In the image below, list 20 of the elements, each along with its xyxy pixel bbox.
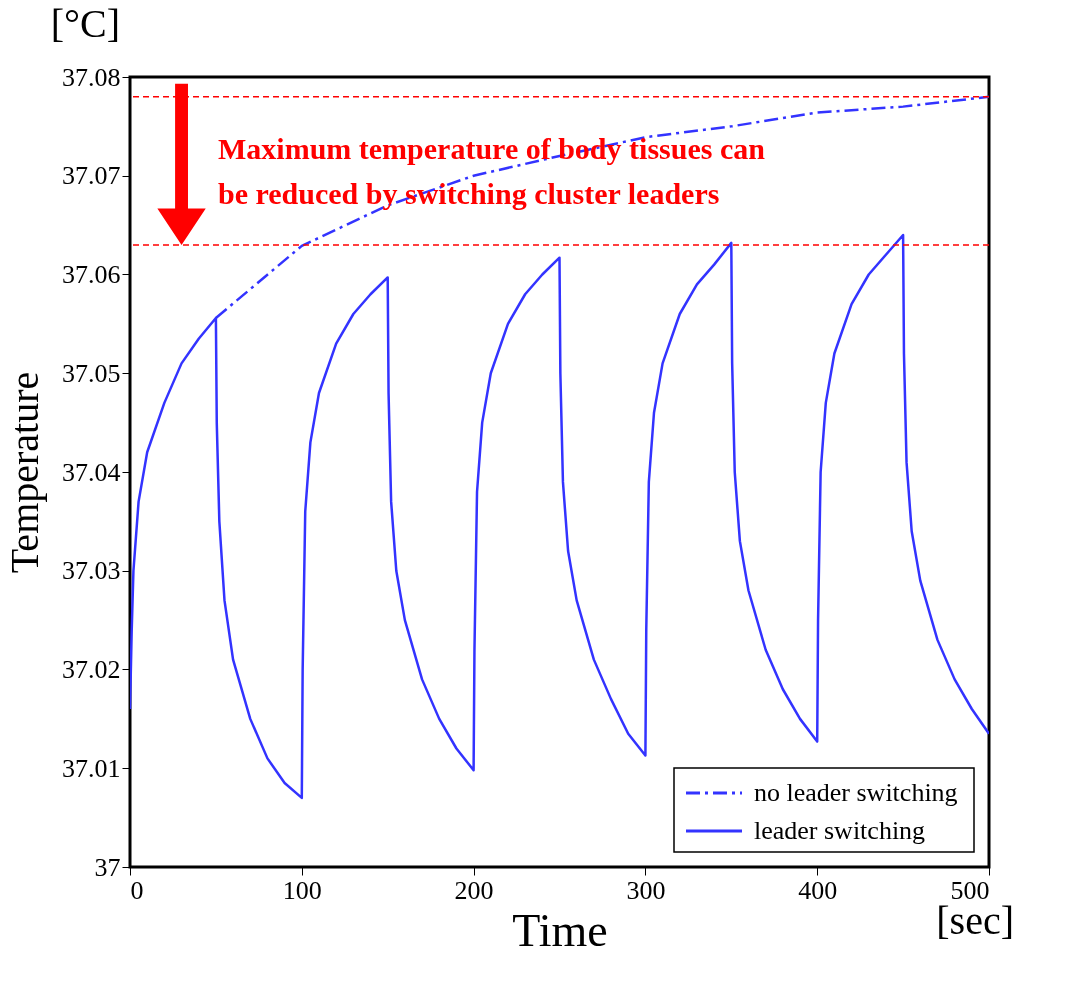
- annotation: be reduced by switching cluster leaders: [218, 177, 720, 210]
- y-tick-label: 37.02: [62, 655, 121, 684]
- y-tick-label: 37.03: [62, 556, 121, 586]
- y-tick-label: 37.06: [62, 260, 121, 289]
- y-tick-label: 37.04: [62, 457, 121, 487]
- y-tick-label: 37: [94, 852, 121, 882]
- x-tick-label: 300: [626, 875, 666, 905]
- x-tick-label: 400: [798, 875, 838, 905]
- y-tick-label: 37.08: [62, 62, 121, 92]
- x-tick-label: 200: [454, 875, 494, 905]
- y-tick-label: 37.05: [62, 358, 121, 388]
- legend-label: no leader switching: [754, 778, 958, 807]
- x-axis-title: Time: [512, 904, 608, 956]
- text: [°C]: [50, 1, 120, 46]
- y-axis-title: Temperature: [2, 371, 47, 574]
- x-tick-label: 100: [282, 875, 322, 905]
- y-tick-label: 37.01: [62, 753, 121, 783]
- y-tick-label: 37.07: [62, 161, 121, 191]
- legend-label: leader switching: [754, 816, 926, 845]
- x-tick-label: 0: [130, 875, 144, 905]
